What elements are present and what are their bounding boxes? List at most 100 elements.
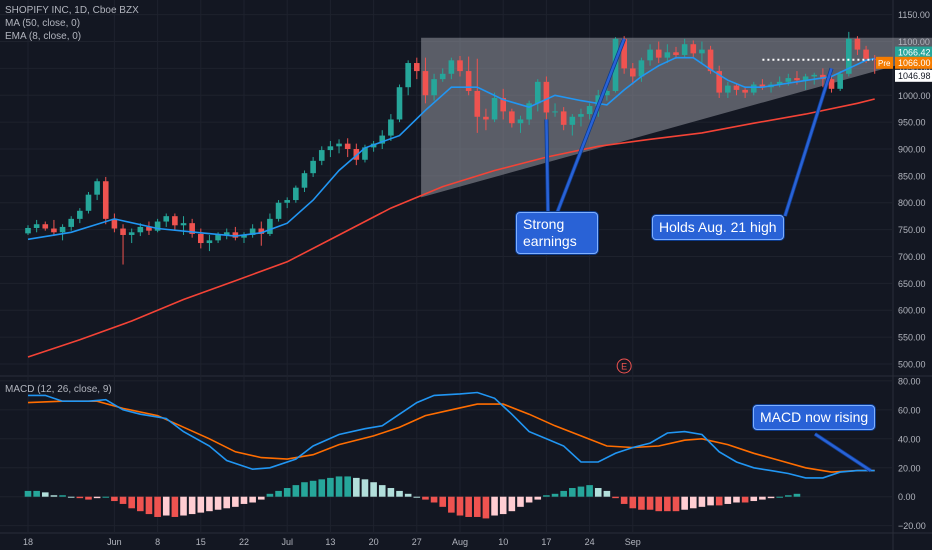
- candle-body[interactable]: [569, 116, 576, 125]
- candle-body[interactable]: [25, 227, 31, 234]
- candle-body[interactable]: [301, 173, 308, 188]
- candle-body[interactable]: [742, 89, 748, 93]
- macd-histogram-bar[interactable]: [646, 496, 654, 510]
- candle-body[interactable]: [422, 71, 429, 96]
- candle-body[interactable]: [630, 68, 636, 77]
- macd-histogram-bar[interactable]: [586, 485, 593, 497]
- time-tick-label[interactable]: 15: [196, 537, 206, 547]
- candle-body[interactable]: [102, 181, 109, 219]
- macd-histogram-bar[interactable]: [551, 493, 559, 497]
- macd-histogram-bar[interactable]: [707, 496, 714, 506]
- price-tick-label[interactable]: 1000.00: [898, 91, 931, 101]
- candle-body[interactable]: [94, 181, 100, 195]
- price-tick-label[interactable]: 1050.00: [898, 64, 931, 74]
- candle-body[interactable]: [310, 160, 316, 174]
- candle-body[interactable]: [59, 226, 66, 233]
- price-tick-label[interactable]: 700.00: [898, 252, 926, 262]
- candle-body[interactable]: [664, 52, 671, 58]
- time-tick-label[interactable]: 20: [369, 537, 379, 547]
- macd-histogram-bar[interactable]: [85, 496, 92, 500]
- ema-legend-label[interactable]: EMA (8, close, 0): [5, 31, 82, 42]
- price-tick-label[interactable]: 550.00: [898, 333, 926, 343]
- macd-histogram-bar[interactable]: [750, 496, 758, 502]
- time-tick-label[interactable]: 27: [412, 537, 422, 547]
- candle-body[interactable]: [846, 38, 852, 74]
- macd-histogram-bar[interactable]: [361, 479, 369, 497]
- macd-histogram-bar[interactable]: [370, 482, 377, 497]
- signal-line[interactable]: [27, 400, 875, 473]
- candle-body[interactable]: [42, 224, 49, 229]
- candle-body[interactable]: [77, 210, 83, 219]
- macd-histogram-bar[interactable]: [594, 488, 602, 497]
- price-tick-label[interactable]: 800.00: [898, 198, 926, 208]
- candle-body[interactable]: [534, 81, 541, 104]
- macd-histogram-bar[interactable]: [465, 496, 472, 517]
- candle-body[interactable]: [344, 143, 351, 150]
- candle-body[interactable]: [552, 111, 558, 113]
- ema8-line[interactable]: [27, 56, 875, 241]
- macd-tick-label[interactable]: 20.00: [898, 463, 921, 473]
- macd-histogram-bar[interactable]: [197, 496, 205, 513]
- candle-body[interactable]: [163, 216, 170, 222]
- macd-histogram-bar[interactable]: [275, 490, 282, 497]
- candle-body[interactable]: [828, 79, 835, 89]
- macd-histogram-bar[interactable]: [396, 490, 403, 497]
- candle-body[interactable]: [578, 114, 584, 117]
- time-tick-label[interactable]: 13: [325, 537, 335, 547]
- macd-histogram-bar[interactable]: [145, 496, 153, 515]
- macd-legend-label[interactable]: MACD (12, 26, close, 9): [5, 384, 112, 395]
- macd-histogram-bar[interactable]: [793, 493, 801, 497]
- pre-price-value[interactable]: 1066.00: [898, 58, 931, 68]
- macd-tick-label[interactable]: −20.00: [898, 521, 926, 531]
- macd-pane[interactable]: [24, 391, 875, 519]
- candle-body[interactable]: [448, 60, 455, 74]
- macd-histogram-bar[interactable]: [223, 496, 231, 509]
- candle-body[interactable]: [414, 63, 420, 72]
- macd-histogram-bar[interactable]: [232, 496, 239, 507]
- candle-body[interactable]: [725, 85, 731, 93]
- candle-body[interactable]: [146, 226, 152, 231]
- candle-body[interactable]: [681, 44, 688, 55]
- macd-histogram-bar[interactable]: [759, 496, 766, 500]
- macd-histogram-bar[interactable]: [353, 477, 360, 497]
- candle-body[interactable]: [759, 84, 766, 88]
- candle-body[interactable]: [820, 74, 826, 80]
- macd-histogram-bar[interactable]: [543, 495, 550, 497]
- time-tick-label[interactable]: Jun: [107, 537, 122, 547]
- time-tick-label[interactable]: 18: [23, 537, 33, 547]
- macd-histogram-bar[interactable]: [378, 485, 386, 497]
- candle-body[interactable]: [275, 202, 282, 219]
- macd-histogram-bar[interactable]: [638, 496, 645, 510]
- macd-histogram-bar[interactable]: [180, 496, 187, 516]
- candle-body[interactable]: [172, 216, 178, 226]
- level-tag[interactable]: [895, 69, 932, 82]
- macd-histogram-bar[interactable]: [499, 496, 507, 515]
- macd-histogram-bar[interactable]: [517, 496, 524, 507]
- macd-histogram-bar[interactable]: [162, 496, 170, 516]
- candle-body[interactable]: [776, 81, 783, 85]
- macd-histogram-bar[interactable]: [733, 496, 740, 503]
- candle-body[interactable]: [111, 218, 118, 229]
- candle-body[interactable]: [223, 232, 230, 235]
- candle-body[interactable]: [811, 74, 818, 77]
- price-tick-label[interactable]: 850.00: [898, 171, 926, 181]
- pre-price-tag[interactable]: [895, 56, 932, 69]
- ma50-line[interactable]: [27, 98, 875, 358]
- candle-body[interactable]: [517, 119, 524, 124]
- candle-body[interactable]: [249, 228, 256, 235]
- earnings-marker-label[interactable]: E: [621, 362, 627, 372]
- price-tick-label[interactable]: 950.00: [898, 118, 926, 128]
- macd-histogram-bar[interactable]: [724, 496, 732, 504]
- candle-body[interactable]: [465, 71, 472, 91]
- macd-histogram-bar[interactable]: [430, 496, 438, 503]
- candle-body[interactable]: [491, 97, 498, 120]
- candle-body[interactable]: [336, 143, 342, 147]
- candle-body[interactable]: [647, 49, 653, 61]
- macd-histogram-bar[interactable]: [206, 496, 213, 512]
- candle-body[interactable]: [655, 49, 662, 58]
- macd-histogram-bar[interactable]: [681, 496, 688, 510]
- ma-legend-label[interactable]: MA (50, close, 0): [5, 18, 81, 29]
- candle-body[interactable]: [707, 49, 714, 72]
- macd-histogram-bar[interactable]: [776, 496, 783, 498]
- macd-line[interactable]: [28, 391, 875, 479]
